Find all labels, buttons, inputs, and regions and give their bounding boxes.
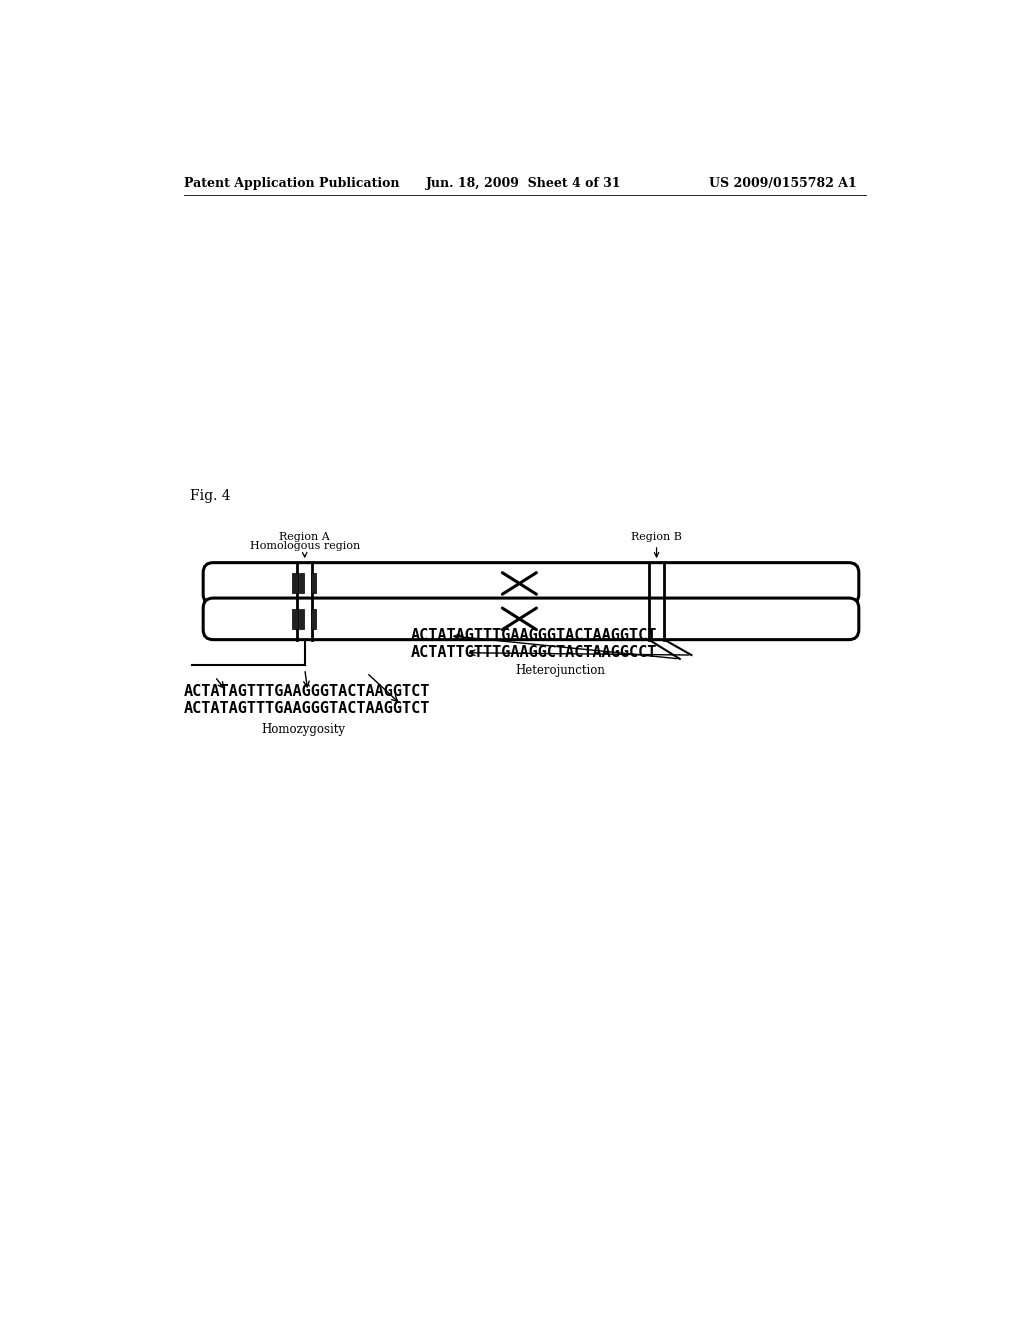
Text: ACTATAGTTTGAAGGGTACTAAGGTCT: ACTATAGTTTGAAGGGTACTAAGGTCT bbox=[183, 684, 430, 698]
Bar bbox=[299, 609, 304, 628]
Bar bbox=[299, 573, 304, 594]
Text: Homozygosity: Homozygosity bbox=[261, 723, 345, 737]
Text: Homologous region: Homologous region bbox=[250, 541, 359, 552]
Bar bbox=[292, 573, 298, 594]
Text: US 2009/0155782 A1: US 2009/0155782 A1 bbox=[710, 177, 857, 190]
FancyBboxPatch shape bbox=[203, 562, 859, 605]
Bar bbox=[311, 609, 316, 628]
Text: Jun. 18, 2009  Sheet 4 of 31: Jun. 18, 2009 Sheet 4 of 31 bbox=[426, 177, 622, 190]
Bar bbox=[503, 607, 537, 631]
Text: Region A: Region A bbox=[280, 532, 330, 543]
FancyBboxPatch shape bbox=[203, 598, 859, 640]
Text: Heterojunction: Heterojunction bbox=[515, 664, 605, 677]
Bar bbox=[292, 609, 298, 628]
Text: ACTATAGТТТGAAGGGTACTAAGGTCT: ACTATAGТТТGAAGGGTACTAAGGTCT bbox=[411, 628, 657, 643]
Text: Fig. 4: Fig. 4 bbox=[190, 488, 230, 503]
Text: Patent Application Publication: Patent Application Publication bbox=[183, 177, 399, 190]
Text: ACTATTGTTTGAAGGCTACTAAGGCCT: ACTATTGTTTGAAGGCTACTAAGGCCT bbox=[411, 645, 657, 660]
Text: Region B: Region B bbox=[631, 532, 682, 543]
Bar bbox=[311, 573, 316, 594]
Bar bbox=[503, 572, 537, 595]
Text: ACTATAGTTTGAAGGGTACTAAGGTCT: ACTATAGTTTGAAGGGTACTAAGGTCT bbox=[183, 701, 430, 715]
